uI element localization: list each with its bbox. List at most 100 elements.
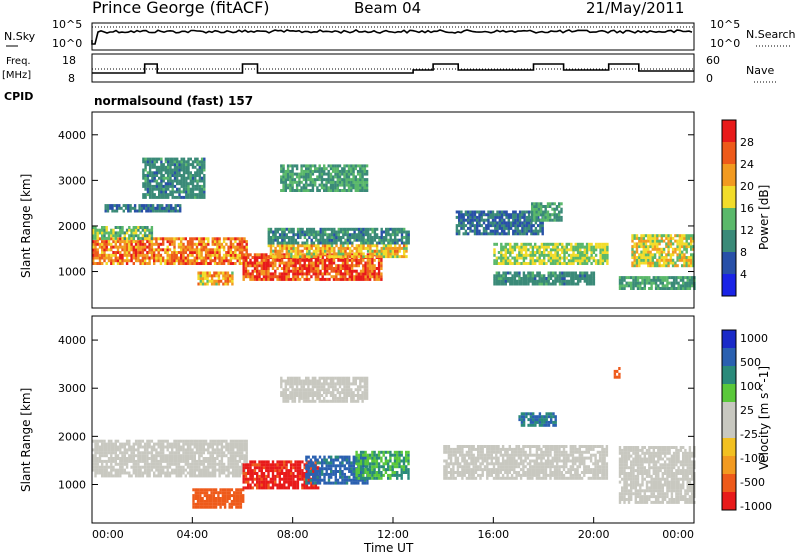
power-cell [649,234,652,238]
velocity-cell [225,474,228,478]
freq-tick-bottom: 8 [68,72,75,85]
power-cell [231,271,234,275]
power-cell [545,242,548,246]
power-cell [193,256,196,260]
power-cell [369,227,372,231]
velocity-cell [202,439,205,443]
power-cell [125,228,129,232]
velocity-cell [105,448,108,452]
power-cell [355,244,358,248]
velocity-cell [162,442,165,446]
power-cell [301,275,304,279]
power-cell [111,209,114,213]
power-cell [396,252,399,256]
power-cell [251,275,254,279]
power-cell [678,239,682,243]
power-cell [169,176,172,180]
power-cell [565,251,568,254]
power-cell [185,182,188,186]
velocity-cell [220,451,224,455]
power-cell [234,245,237,249]
power-cell [103,242,106,246]
power-cell [651,253,654,257]
power-cell [323,258,327,262]
power-cell [169,182,172,186]
power-cell [567,259,571,263]
power-cell [371,227,374,231]
power-cell [262,258,266,262]
velocity-cell [125,439,129,443]
power-cell [570,271,573,275]
power-cell [644,239,648,243]
power-cell [267,275,270,279]
power-cell [351,236,354,239]
power-cell [455,226,459,230]
power-cell [196,182,199,186]
power-cell [225,251,228,254]
velocity-cell [202,462,205,466]
velocity-cell [184,451,187,455]
power-cell [363,186,367,190]
power-cell [155,240,158,244]
velocity-cell [214,505,218,509]
power-cell [341,169,344,173]
power-cell [123,253,126,257]
velocity-cell [251,469,254,473]
power-cell [137,256,140,260]
power-cell [326,255,329,259]
power-cell [377,264,381,268]
velocity-cell [209,462,212,466]
power-cell [323,178,326,182]
power-cell [308,258,311,262]
power-cell [500,279,503,283]
power-cell [540,207,543,211]
power-cell [222,277,225,280]
velocity-cell [157,465,160,469]
velocity-cell [193,474,196,478]
power-cell [334,167,337,171]
power-cell [337,246,340,250]
power-cell [320,167,324,171]
power-cell [361,175,364,179]
power-cell [311,180,315,184]
power-cell [280,272,284,276]
power-cell [683,247,686,251]
power-cell [518,213,522,217]
velocity-cell [274,469,277,473]
power-cell [692,239,695,243]
velocity-cell [182,451,185,455]
power-cell [585,259,589,263]
power-cell [144,163,147,167]
power-cell [116,256,120,260]
power-cell [359,172,362,176]
power-cell [203,184,206,188]
power-cell [329,178,333,182]
velocity-cell [198,474,201,478]
power-cell [350,183,353,187]
power-cell [155,171,159,175]
power-cell [301,241,304,245]
power-cell [144,168,147,172]
power-cell [191,237,194,241]
power-cell [498,215,501,219]
velocity-cell [221,494,225,498]
power-cell [688,278,692,282]
power-cell [158,182,161,186]
power-cell [495,242,498,246]
power-cell [590,277,593,280]
power-cell [350,189,353,192]
velocity-cell [235,505,238,509]
velocity-cell [141,454,145,458]
power-cell [173,163,177,167]
power-cell [462,218,465,222]
velocity-cell [96,465,99,469]
power-cell [529,245,532,249]
power-cell [396,241,399,245]
power-cell [362,241,365,245]
power-cell [644,247,648,251]
power-cell [656,245,659,249]
power-cell [96,228,99,232]
power-cell [171,253,174,257]
power-cell [211,242,214,246]
power-cell [377,261,381,265]
